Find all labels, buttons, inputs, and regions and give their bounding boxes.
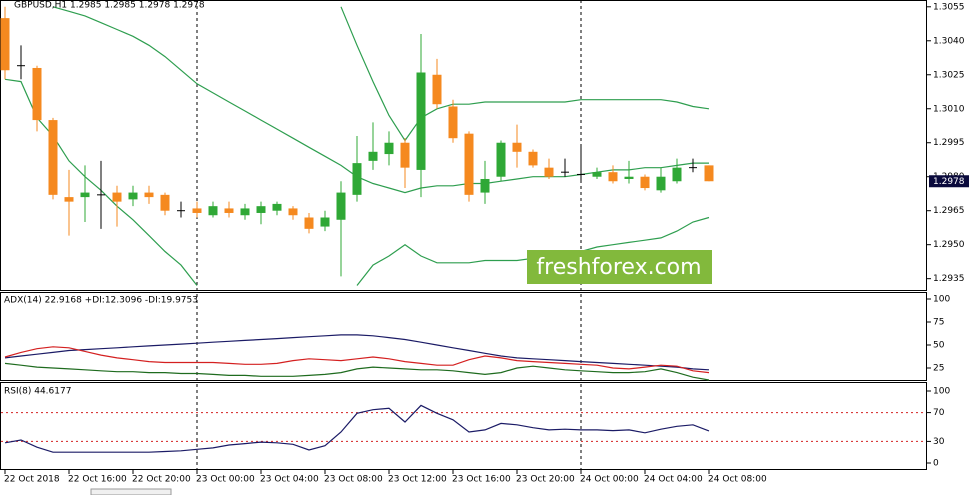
y-tick-label: 1.2965	[933, 206, 965, 216]
x-tick-label: 22 Oct 2018	[4, 475, 60, 485]
indicator-line	[52, 6, 709, 194]
candle-body	[320, 217, 330, 227]
rsi-title: RSI(8) 44.6177	[4, 387, 71, 397]
x-tick-label: 23 Oct 16:00	[452, 475, 511, 485]
x-tick-label: 24 Oct 00:00	[580, 475, 639, 485]
candle-body	[352, 163, 362, 195]
candle-body	[64, 197, 74, 202]
indicator-line	[4, 404, 710, 453]
candle-body	[592, 172, 602, 177]
watermark-text: freshforex.com	[536, 255, 701, 280]
candle-body	[304, 217, 314, 229]
candle-body	[208, 206, 218, 216]
candle-body	[416, 72, 426, 170]
x-tick-label: 22 Oct 16:00	[68, 475, 127, 485]
candle-body	[256, 206, 266, 213]
x-tick-label: 24 Oct 04:00	[644, 475, 703, 485]
x-tick-label: 23 Oct 08:00	[324, 475, 383, 485]
y-tick-label: 75	[933, 318, 944, 328]
candle-body	[544, 167, 554, 177]
y-tick-label: 100	[933, 387, 950, 397]
candle-body	[480, 178, 490, 193]
price-panel	[0, 0, 927, 291]
watermark: freshforex.com	[527, 250, 712, 284]
candle-body	[128, 192, 138, 200]
candle-body	[240, 208, 250, 216]
y-tick-label: 1.2995	[933, 138, 965, 148]
adx-panel	[0, 292, 927, 381]
candle-body	[0, 18, 10, 71]
x-tick-label: 23 Oct 12:00	[388, 475, 447, 485]
candle-body	[192, 208, 202, 213]
candle-body	[624, 176, 634, 179]
candle-body	[336, 192, 346, 220]
x-tick-label: 24 Oct 08:00	[708, 475, 767, 485]
y-tick-label: 100	[933, 295, 950, 305]
y-tick-label: 70	[933, 408, 945, 418]
rsi-panel	[0, 382, 927, 470]
candle-body	[528, 151, 538, 166]
candle-body	[432, 74, 442, 105]
panel-frames	[0, 0, 927, 470]
candle-body	[400, 142, 410, 168]
candle-body	[704, 165, 714, 182]
candle-body	[608, 172, 618, 182]
y-tick-label: 1.3055	[933, 2, 965, 12]
candle-body	[32, 67, 42, 121]
candle-body	[496, 142, 506, 177]
adx-title: ADX(14) 22.9168 +DI:12.3096 -DI:19.9753	[4, 296, 198, 306]
candle-body	[640, 176, 650, 189]
candle-body	[656, 176, 666, 191]
y-tick-label: 0	[933, 459, 939, 469]
last-price-label: 1.2978	[933, 177, 965, 187]
indicator-line	[340, 6, 710, 142]
y-tick-label: 1.2935	[933, 274, 965, 284]
indicator-line	[4, 334, 710, 371]
indicator-line	[4, 362, 710, 381]
candle-body	[512, 142, 522, 152]
y-tick-label: 50	[933, 341, 945, 351]
x-tick-label: 22 Oct 20:00	[132, 475, 191, 485]
y-tick-label: 25	[933, 364, 944, 374]
x-tick-label: 23 Oct 20:00	[516, 475, 575, 485]
indicator-line	[4, 346, 710, 374]
candle-body	[112, 192, 122, 202]
candle-body	[48, 120, 58, 195]
candle-body	[448, 106, 458, 139]
candle-body	[384, 142, 394, 155]
tab[interactable]	[90, 488, 172, 495]
candle-body	[272, 203, 282, 211]
watermark-box	[527, 250, 712, 284]
price-title: GBPUSD,H1 1.2985 1.2985 1.2978 1.2978	[14, 1, 205, 11]
candle-body	[368, 151, 378, 161]
candle-body	[160, 194, 170, 211]
y-tick-label: 1.3040	[933, 36, 965, 46]
candle-body	[464, 133, 474, 195]
y-tick-label: 1.3025	[933, 70, 965, 80]
candle-body	[288, 208, 298, 216]
candle-body	[224, 208, 234, 213]
y-tick-label: 1.3010	[933, 104, 965, 114]
candle-body	[672, 167, 682, 182]
x-tick-label: 23 Oct 00:00	[196, 475, 255, 485]
y-tick-label: 30	[933, 437, 945, 447]
candle-body	[80, 192, 90, 198]
x-tick-label: 23 Oct 04:00	[260, 475, 319, 485]
last-price-box	[929, 175, 969, 188]
y-tick-label: 1.2950	[933, 240, 965, 250]
candle-body	[144, 192, 154, 198]
